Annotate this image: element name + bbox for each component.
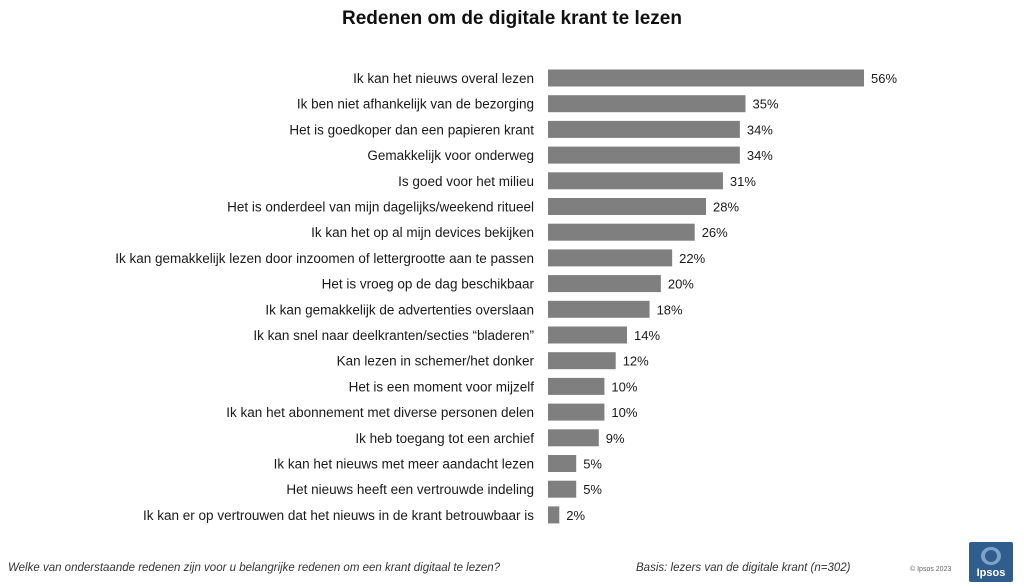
value-label: 9%	[606, 431, 625, 446]
copyright-notice: © Ipsos 2023	[910, 566, 952, 573]
bar	[548, 69, 864, 87]
category-label: Het is vroeg op de dag beschikbaar	[322, 277, 535, 292]
value-label: 18%	[657, 302, 683, 317]
value-label: 2%	[566, 508, 585, 523]
bar	[548, 172, 723, 190]
category-label: Gemakkelijk voor onderweg	[367, 148, 534, 163]
ipsos-logo-text: Ipsos	[976, 567, 1006, 579]
category-label: Het nieuws heeft een vertrouwde indeling	[286, 482, 534, 497]
bar	[548, 352, 616, 370]
value-label: 5%	[583, 457, 602, 472]
bar	[548, 223, 695, 241]
value-label: 26%	[702, 225, 728, 240]
value-label: 10%	[611, 405, 637, 420]
survey-basis: Basis: lezers van de digitale krant (n=3…	[636, 562, 851, 574]
value-label: 10%	[611, 379, 637, 394]
bar	[548, 198, 706, 215]
value-label: 22%	[679, 251, 705, 266]
category-label: Ik kan het nieuws met meer aandacht leze…	[274, 457, 534, 472]
bar	[548, 403, 605, 421]
category-label: Ik kan snel naar deelkranten/secties “bl…	[253, 328, 534, 343]
value-label: 35%	[753, 97, 779, 112]
bar	[548, 249, 673, 267]
category-label: Het is goedkoper dan een papieren krant	[289, 122, 534, 137]
value-label: 14%	[634, 328, 660, 343]
category-label: Ik ben niet afhankelijk van de bezorging	[297, 97, 534, 112]
value-label: 34%	[747, 122, 773, 137]
bar	[548, 326, 627, 344]
category-label: Ik kan gemakkelijk lezen door inzoomen o…	[115, 251, 534, 266]
category-label: Ik kan het nieuws overal lezen	[353, 71, 534, 86]
value-label: 34%	[747, 148, 773, 163]
category-label: Ik kan het abonnement met diverse person…	[226, 405, 534, 420]
category-label: Is goed voor het milieu	[398, 174, 534, 189]
value-label: 56%	[871, 71, 897, 86]
value-label: 20%	[668, 277, 694, 292]
bar	[548, 506, 560, 524]
bar	[548, 455, 577, 472]
bar	[548, 300, 650, 318]
category-label: Kan lezen in schemer/het donker	[337, 354, 535, 369]
category-label: Het is onderdeel van mijn dagelijks/week…	[227, 200, 534, 215]
value-label: 5%	[583, 482, 602, 497]
ipsos-logo: Ipsos	[969, 542, 1013, 582]
bar	[548, 275, 661, 293]
bar	[548, 120, 740, 138]
bar	[548, 377, 605, 395]
category-label: Ik kan gemakkelijk de advertenties overs…	[265, 302, 534, 317]
value-label: 12%	[623, 354, 649, 369]
category-label: Het is een moment voor mijzelf	[349, 379, 535, 394]
category-label: Ik kan er op vertrouwen dat het nieuws i…	[143, 508, 534, 523]
bar	[548, 429, 599, 447]
category-label: Ik heb toegang tot een archief	[355, 431, 534, 446]
category-label: Ik kan het op al mijn devices bekijken	[311, 225, 534, 240]
bar	[548, 95, 746, 113]
ipsos-logo-mark-icon	[981, 547, 1001, 565]
bar	[548, 480, 577, 498]
value-label: 31%	[730, 174, 756, 189]
chart-title: Redenen om de digitale krant te lezen	[342, 8, 682, 29]
survey-question: Welke van onderstaande redenen zijn voor…	[8, 562, 501, 574]
bar	[548, 146, 740, 164]
value-label: 28%	[713, 200, 739, 215]
